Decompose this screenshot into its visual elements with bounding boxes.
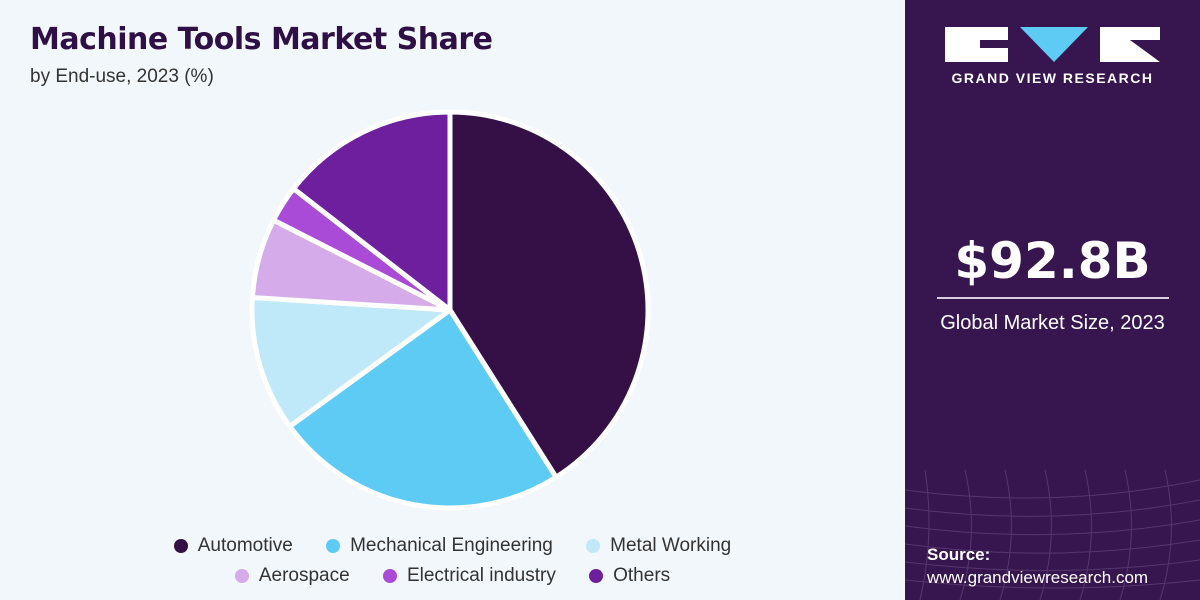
legend-dot-others xyxy=(589,569,604,583)
market-size-caption: Global Market Size, 2023 xyxy=(940,312,1165,334)
chart-panel: Machine Tools Market Share by End-use, 2… xyxy=(0,22,905,589)
sidebar-panel: GRAND VIEW RESEARCH $92.8B Global Market… xyxy=(905,0,1200,600)
legend-dot-automotive xyxy=(173,539,188,553)
legend-item-automotive: Automotive xyxy=(173,535,293,557)
market-size-value: $92.8B xyxy=(954,232,1151,290)
legend-item-metal-working: Metal Working xyxy=(586,535,731,557)
legend-label-electrical-industry: Electrical industry xyxy=(406,565,556,586)
legend-label-others: Others xyxy=(613,565,671,586)
legend-item-aerospace: Aerospace xyxy=(234,565,350,587)
chart-subtitle: by End-use, 2023 (%) xyxy=(30,66,214,87)
legend-item-others: Others xyxy=(589,565,670,587)
legend-label-aerospace: Aerospace xyxy=(258,565,350,586)
legend-dot-metal-working xyxy=(586,539,601,553)
legend-dot-electrical-industry xyxy=(382,569,397,583)
chart-title: Machine Tools Market Share xyxy=(30,22,493,57)
legend-label-metal-working: Metal Working xyxy=(610,535,732,556)
pie-slice-mechanical-engineering xyxy=(287,307,559,511)
legend-label-automotive: Automotive xyxy=(197,535,293,556)
legend-dot-mechanical-engineering xyxy=(326,539,341,553)
mesh-decoration xyxy=(905,470,1200,600)
brand-name: GRAND VIEW RESEARCH xyxy=(951,70,1154,86)
legend-item-mechanical-engineering: Mechanical Engineering xyxy=(326,535,553,557)
divider xyxy=(937,297,1169,299)
pie-slice-others xyxy=(291,109,453,313)
legend-label-mechanical-engineering: Mechanical Engineering xyxy=(350,535,553,556)
pie-slice-metal-working xyxy=(249,295,453,429)
legend-item-electrical-industry: Electrical industry xyxy=(382,565,556,587)
legend-row-2: Aerospace Electrical industry Others xyxy=(0,565,905,589)
legend-row-1: Automotive Mechanical Engineering Metal … xyxy=(0,535,905,559)
grand-view-research-logo xyxy=(945,27,1160,62)
source-label: Source: xyxy=(927,545,991,564)
pie-chart xyxy=(249,109,651,511)
legend-dot-aerospace xyxy=(234,569,249,583)
source-link[interactable]: www.grandviewresearch.com xyxy=(927,568,1149,587)
